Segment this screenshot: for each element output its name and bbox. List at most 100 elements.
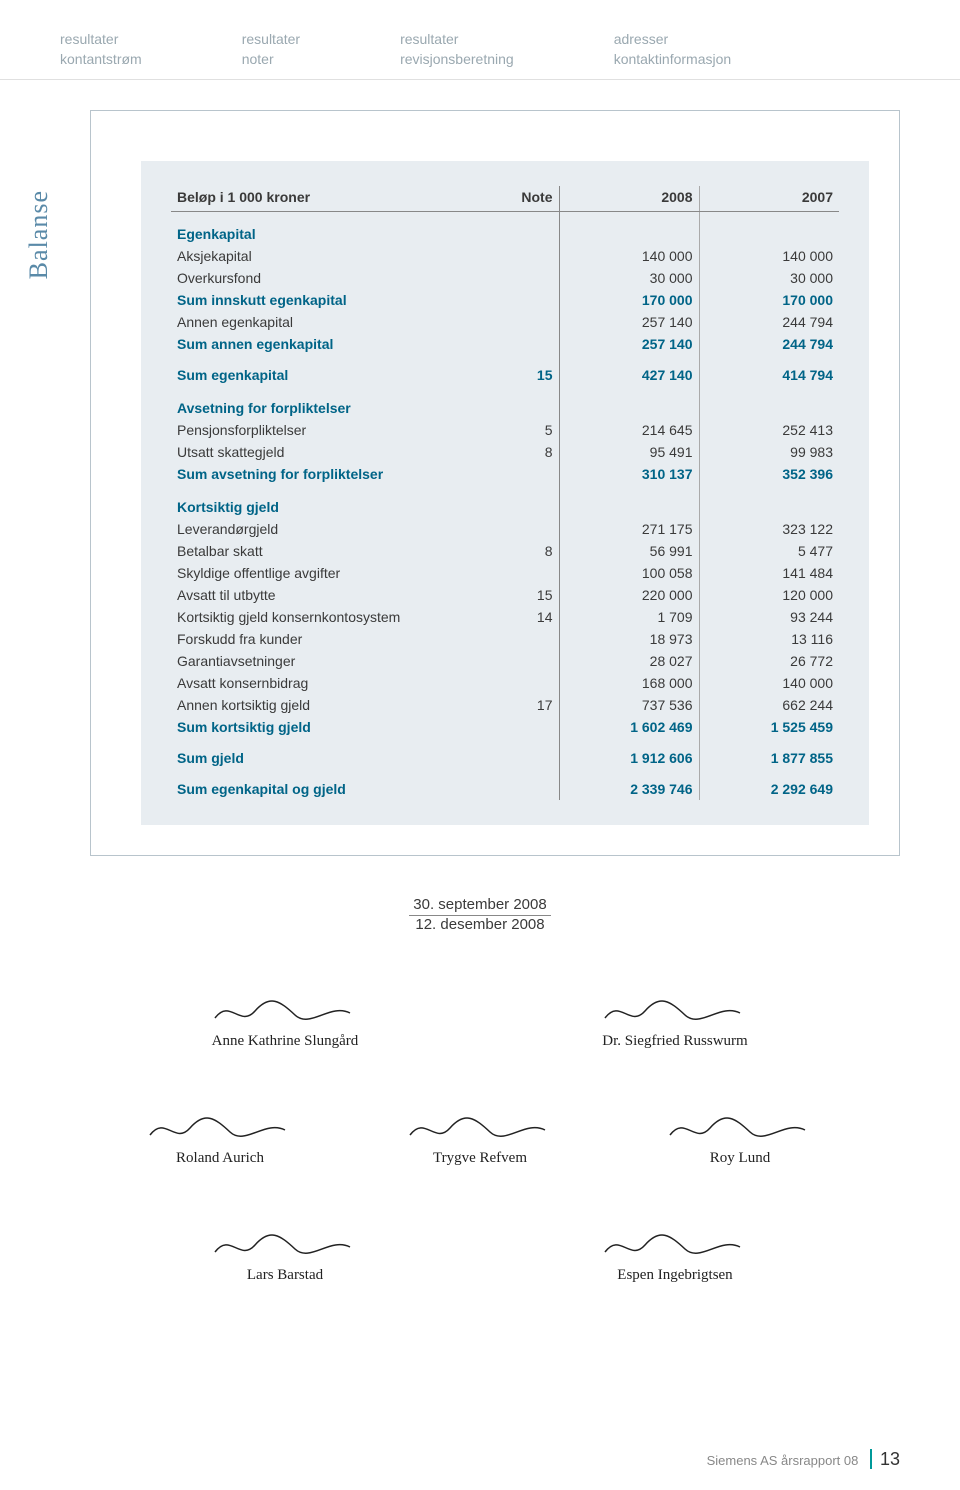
signature-name: Anne Kathrine Slungård [210,1033,360,1050]
row-note [489,267,559,289]
table-row: Betalbar skatt856 9915 477 [171,540,839,562]
row-y2: 26 772 [699,650,839,672]
row-note [489,289,559,311]
signature: Roland Aurich [145,1110,295,1167]
row-note: 8 [489,441,559,463]
row-y2: 1 525 459 [699,716,839,738]
signature: Anne Kathrine Slungård [210,993,360,1050]
row-label: Sum innskutt egenkapital [171,289,489,311]
table-row: Avsatt til utbytte15220 000120 000 [171,584,839,606]
signature-icon [210,993,360,1029]
row-note: 8 [489,540,559,562]
table-row: Aksjekapital 140 000140 000 [171,245,839,267]
table-row: Annen egenkapital257 140244 794 [171,311,839,333]
date-2: 12. desember 2008 [415,916,544,933]
row-note [489,463,559,485]
row-label: Aksjekapital [171,245,489,267]
row-label: Sum avsetning for forpliktelser [171,463,489,485]
row-y1: 100 058 [559,562,699,584]
row-note [489,562,559,584]
row-note: 15 [489,355,559,386]
row-label: Annen kortsiktig gjeld [171,694,489,716]
row-y1: 737 536 [559,694,699,716]
row-note: 5 [489,419,559,441]
nav-item[interactable]: adresserkontaktinformasjon [614,30,732,69]
table-row: Avsatt konsernbidrag168 000140 000 [171,672,839,694]
row-y2: 30 000 [699,267,839,289]
row-y1: 2 339 746 [559,769,699,800]
row-y2: 93 244 [699,606,839,628]
row-label: Utsatt skattegjeld [171,441,489,463]
row-label: Avsatt til utbytte [171,584,489,606]
row-y1: 18 973 [559,628,699,650]
signature: Dr. Siegfried Russwurm [600,993,750,1050]
row-note [489,650,559,672]
table-row: Sum egenkapital og gjeld2 339 7462 292 6… [171,769,839,800]
row-y1: 214 645 [559,419,699,441]
row-note: 15 [489,584,559,606]
row-y1: 257 140 [559,311,699,333]
row-y1: 427 140 [559,355,699,386]
col-note: Note [489,186,559,212]
row-y1: 140 000 [559,245,699,267]
row-y1: 271 175 [559,518,699,540]
signature-area: Anne Kathrine Slungård Dr. Siegfried Russ… [90,993,870,1284]
nav-item[interactable]: resultaternoter [242,30,300,69]
row-note [489,672,559,694]
footer: Siemens AS årsrapport 08 13 [707,1449,900,1470]
row-note [489,245,559,267]
row-y2: 244 794 [699,333,839,355]
signature-name: Trygve Refvem [405,1150,555,1167]
row-y1: 28 027 [559,650,699,672]
row-y1: 56 991 [559,540,699,562]
table-row: Sum avsetning for forpliktelser310 13735… [171,463,839,485]
header-nav: resultaterkontantstrøm resultaternoter res… [0,0,960,80]
signature-icon [210,1227,360,1263]
signature-icon [665,1110,815,1146]
col-label: Beløp i 1 000 kroner [171,186,489,212]
row-label: Pensjonsforpliktelser [171,419,489,441]
row-y2: 140 000 [699,672,839,694]
page-number: 13 [870,1449,900,1469]
row-y1: 1 602 469 [559,716,699,738]
row-label: Sum egenkapital og gjeld [171,769,489,800]
signature: Roy Lund [665,1110,815,1167]
signature: Trygve Refvem [405,1110,555,1167]
signature-name: Roland Aurich [145,1150,295,1167]
table-row: Annen kortsiktig gjeld17737 536662 244 [171,694,839,716]
row-y2: 662 244 [699,694,839,716]
row-note [489,738,559,769]
signature: Espen Ingebrigtsen [600,1227,750,1284]
row-y2: 323 122 [699,518,839,540]
row-note [489,716,559,738]
table-row: Overkursfond30 00030 000 [171,267,839,289]
row-y2: 252 413 [699,419,839,441]
table-row: Pensjonsforpliktelser5214 645252 413 [171,419,839,441]
row-y2: 140 000 [699,245,839,267]
nav-item[interactable]: resultaterrevisjonsberetning [400,30,514,69]
row-y2: 13 116 [699,628,839,650]
col-y2: 2007 [699,186,839,212]
row-label: Sum kortsiktig gjeld [171,716,489,738]
signature-icon [405,1110,555,1146]
signature-name: Roy Lund [665,1150,815,1167]
nav-item[interactable]: resultaterkontantstrøm [60,30,142,69]
row-y1: 220 000 [559,584,699,606]
row-y2: 244 794 [699,311,839,333]
row-y2: 120 000 [699,584,839,606]
signature-name: Dr. Siegfried Russwurm [600,1033,750,1050]
row-note: 17 [489,694,559,716]
row-y2: 5 477 [699,540,839,562]
table-row: Sum innskutt egenkapital170 000170 000 [171,289,839,311]
balance-box: Beløp i 1 000 kroner Note 2008 2007 Egen… [90,110,900,856]
balance-inner: Beløp i 1 000 kroner Note 2008 2007 Egen… [141,161,869,825]
signature-icon [145,1110,295,1146]
row-y1: 170 000 [559,289,699,311]
row-label: Kortsiktig gjeld konsernkontosystem [171,606,489,628]
row-label: Sum annen egenkapital [171,333,489,355]
signature-icon [600,1227,750,1263]
row-y1: 310 137 [559,463,699,485]
row-note [489,311,559,333]
table-row: Forskudd fra kunder18 97313 116 [171,628,839,650]
section-title: Egenkapital [171,212,489,246]
